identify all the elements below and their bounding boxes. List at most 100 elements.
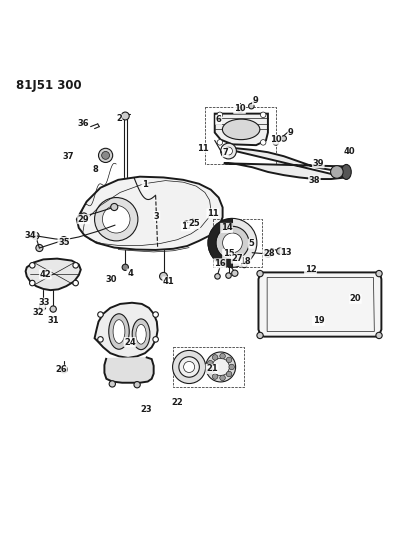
Text: 19: 19 xyxy=(312,317,324,325)
Circle shape xyxy=(257,270,263,277)
Ellipse shape xyxy=(222,119,260,140)
Circle shape xyxy=(73,280,78,286)
Circle shape xyxy=(98,148,113,163)
Circle shape xyxy=(221,143,236,159)
Text: 9: 9 xyxy=(253,96,258,104)
Circle shape xyxy=(226,357,232,362)
Circle shape xyxy=(223,233,242,253)
Text: 39: 39 xyxy=(312,159,324,168)
Text: 16: 16 xyxy=(214,259,226,268)
Circle shape xyxy=(60,366,67,373)
Circle shape xyxy=(102,205,130,233)
Circle shape xyxy=(102,151,110,159)
Circle shape xyxy=(238,107,243,112)
Polygon shape xyxy=(26,259,81,290)
Circle shape xyxy=(98,312,103,317)
Circle shape xyxy=(232,270,238,276)
Text: 2: 2 xyxy=(116,114,122,123)
Circle shape xyxy=(179,357,199,377)
Text: 81J51 300: 81J51 300 xyxy=(16,79,82,92)
Circle shape xyxy=(226,372,232,377)
Circle shape xyxy=(36,245,43,252)
Text: 12: 12 xyxy=(305,265,316,274)
Circle shape xyxy=(60,237,67,244)
Circle shape xyxy=(98,337,103,342)
Text: 41: 41 xyxy=(163,277,175,286)
Circle shape xyxy=(331,166,343,178)
Circle shape xyxy=(32,232,39,239)
Circle shape xyxy=(273,140,279,145)
Text: 4: 4 xyxy=(127,269,133,278)
Polygon shape xyxy=(104,357,154,383)
Circle shape xyxy=(208,219,257,267)
Text: 10: 10 xyxy=(234,104,245,114)
Circle shape xyxy=(226,273,231,278)
Text: 5: 5 xyxy=(249,239,254,248)
Polygon shape xyxy=(258,272,381,337)
Text: 21: 21 xyxy=(206,365,218,374)
Text: 26: 26 xyxy=(55,365,67,374)
Circle shape xyxy=(109,381,115,387)
Text: 32: 32 xyxy=(33,309,45,318)
Circle shape xyxy=(217,112,223,118)
Polygon shape xyxy=(77,176,223,250)
Text: 9: 9 xyxy=(288,128,294,137)
Circle shape xyxy=(153,337,158,342)
Circle shape xyxy=(111,204,118,211)
Circle shape xyxy=(95,198,138,241)
Circle shape xyxy=(208,368,213,374)
Text: 36: 36 xyxy=(78,119,89,128)
Text: 7: 7 xyxy=(223,148,228,157)
Text: 11: 11 xyxy=(197,144,209,153)
Circle shape xyxy=(153,312,158,317)
Circle shape xyxy=(249,103,254,109)
Text: 29: 29 xyxy=(78,215,89,224)
Text: 34: 34 xyxy=(25,231,37,240)
Ellipse shape xyxy=(341,165,351,180)
Text: 3: 3 xyxy=(154,212,160,221)
Circle shape xyxy=(50,306,56,312)
Text: 15: 15 xyxy=(223,249,234,259)
Circle shape xyxy=(39,304,46,310)
Circle shape xyxy=(134,382,140,388)
Text: 24: 24 xyxy=(124,337,136,346)
Text: 1: 1 xyxy=(142,181,148,189)
Circle shape xyxy=(121,112,129,120)
Circle shape xyxy=(220,353,225,359)
Circle shape xyxy=(217,140,223,145)
Text: 38: 38 xyxy=(309,176,320,185)
Wedge shape xyxy=(208,219,232,267)
Text: 17: 17 xyxy=(181,222,193,231)
Circle shape xyxy=(376,270,382,277)
Text: 33: 33 xyxy=(38,298,50,307)
Text: 31: 31 xyxy=(47,317,59,325)
Text: 10: 10 xyxy=(270,135,282,144)
Circle shape xyxy=(212,354,218,360)
Circle shape xyxy=(260,112,266,118)
Text: 13: 13 xyxy=(280,248,292,257)
Text: 11: 11 xyxy=(207,209,219,218)
Text: 22: 22 xyxy=(171,398,183,407)
Text: 27: 27 xyxy=(231,254,243,263)
Text: 18: 18 xyxy=(239,257,251,266)
Circle shape xyxy=(216,227,249,260)
Circle shape xyxy=(30,280,35,286)
Polygon shape xyxy=(224,148,346,179)
Circle shape xyxy=(215,273,220,279)
Text: 30: 30 xyxy=(105,274,117,284)
Polygon shape xyxy=(95,303,158,358)
Circle shape xyxy=(212,358,229,376)
Circle shape xyxy=(225,147,232,155)
Circle shape xyxy=(160,272,167,280)
Circle shape xyxy=(220,375,225,381)
Circle shape xyxy=(242,262,247,268)
Circle shape xyxy=(264,251,271,257)
Circle shape xyxy=(257,332,263,338)
Text: 6: 6 xyxy=(216,116,221,124)
Circle shape xyxy=(122,264,128,270)
Text: 42: 42 xyxy=(39,270,51,279)
Text: 40: 40 xyxy=(344,147,356,156)
Text: 28: 28 xyxy=(263,249,275,259)
Circle shape xyxy=(376,332,382,338)
Circle shape xyxy=(281,136,286,141)
